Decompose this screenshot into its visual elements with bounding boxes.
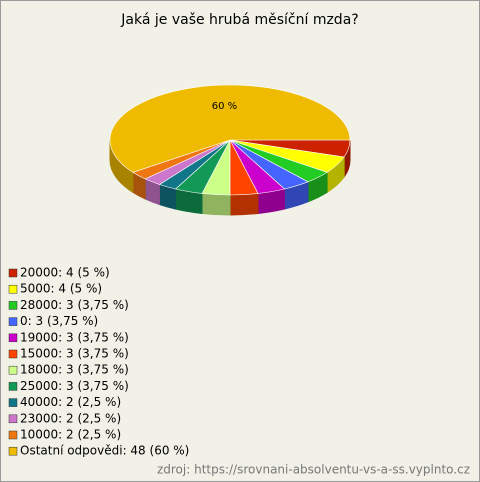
legend-label: 15000: 3 (3,75 %) <box>20 347 129 361</box>
legend-label: 20000: 4 (5 %) <box>20 266 110 280</box>
slice-label: 60 % <box>212 101 237 112</box>
legend-swatch <box>8 284 18 294</box>
legend-label: 10000: 2 (2,5 %) <box>20 428 121 442</box>
legend-swatch <box>8 301 18 310</box>
legend-swatch <box>8 268 18 278</box>
legend-label: 28000: 3 (3,75 %) <box>20 298 129 312</box>
slice-side <box>201 192 231 216</box>
slice-side <box>229 192 259 216</box>
chart-title: Jaká je vaše hrubá měsíční mzda? <box>120 12 358 28</box>
legend-swatch <box>8 365 18 375</box>
legend-label: 25000: 3 (3,75 %) <box>20 379 129 393</box>
legend-swatch <box>8 333 18 343</box>
legend-label: 23000: 2 (2,5 %) <box>20 411 121 425</box>
legend-label: 18000: 3 (3,75 %) <box>20 363 129 377</box>
slice <box>109 84 351 173</box>
legend-label: Ostatní odpovědi: 48 (60 %) <box>20 444 189 458</box>
source: zdroj: https://srovnani-absolventu-vs-a-… <box>157 463 470 477</box>
legend-label: 0: 3 (3,75 %) <box>20 314 98 328</box>
legend-swatch <box>8 430 18 440</box>
legend-swatch <box>8 398 18 407</box>
legend-label: 5000: 4 (5 %) <box>20 282 102 296</box>
legend-swatch <box>8 349 18 359</box>
legend-swatch <box>8 414 18 424</box>
legend-swatch <box>8 317 18 326</box>
legend-swatch <box>8 446 18 456</box>
legend-swatch <box>8 382 18 391</box>
legend-label: 40000: 2 (2,5 %) <box>20 395 121 409</box>
legend-label: 19000: 3 (3,75 %) <box>20 330 129 344</box>
